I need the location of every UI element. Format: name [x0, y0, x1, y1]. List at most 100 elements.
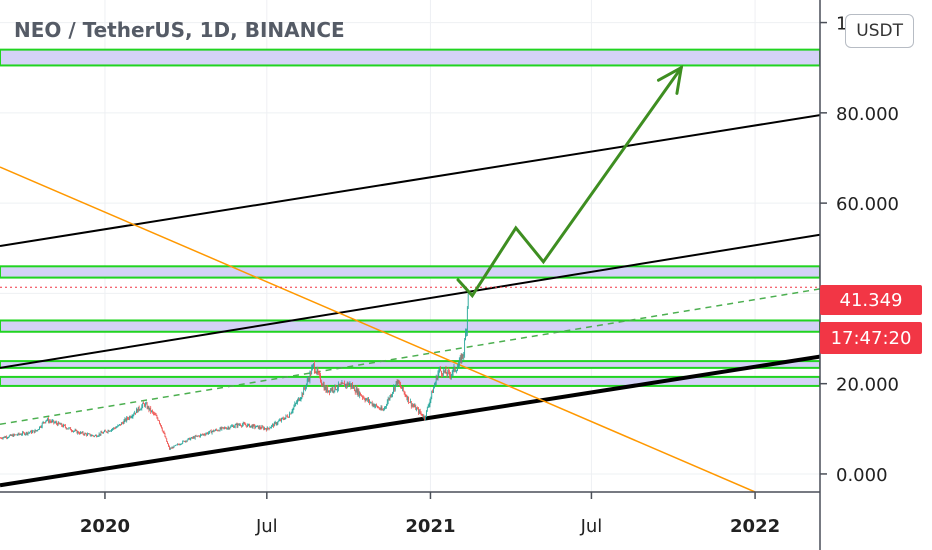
candle-body — [201, 434, 202, 436]
candle-body — [53, 420, 55, 423]
candle-body — [62, 425, 64, 427]
candle-body — [225, 428, 227, 430]
candle-body — [140, 408, 142, 410]
candle-body — [8, 435, 10, 438]
candle-body — [212, 430, 214, 432]
candle-body — [178, 444, 180, 446]
candle-body — [74, 430, 76, 431]
candle-body — [395, 381, 397, 385]
candle-body — [0, 437, 2, 439]
candle-body — [327, 387, 329, 393]
candle-body — [219, 427, 221, 432]
candle-body — [257, 425, 258, 427]
candle-body — [57, 422, 59, 426]
candle-body — [401, 387, 402, 389]
support-resistance-zone — [0, 360, 820, 369]
candle-body — [218, 430, 220, 432]
candle-body — [308, 379, 310, 381]
candle-body — [280, 419, 281, 421]
price-layer — [0, 291, 469, 451]
candle-body — [48, 418, 49, 423]
x-tick-label: Jul — [580, 516, 603, 537]
candle-body — [440, 368, 441, 372]
candle-body — [315, 372, 317, 374]
candle-body — [201, 434, 203, 436]
candle-body — [170, 448, 172, 449]
candle-body — [246, 425, 248, 427]
candle-body — [307, 379, 309, 381]
candle-body — [56, 423, 58, 426]
candle-body — [356, 388, 358, 395]
candle-body — [44, 422, 46, 424]
dashed-trendline — [0, 288, 820, 426]
candle-body — [247, 424, 248, 427]
candle-body — [410, 401, 412, 407]
currency-button[interactable]: USDT — [845, 14, 914, 48]
candle-body — [259, 426, 261, 429]
candle-body — [435, 376, 437, 383]
candle-body — [75, 430, 77, 431]
candle-body — [312, 365, 313, 369]
candle-body — [381, 407, 383, 410]
candle-body — [2, 437, 4, 439]
candle-body — [417, 408, 418, 410]
candle-body — [226, 428, 228, 430]
candle-body — [125, 418, 127, 421]
candle-body — [211, 431, 213, 434]
candle-body — [176, 444, 177, 446]
candle-body — [146, 403, 148, 409]
candle-body — [147, 406, 149, 409]
candle-body — [415, 405, 417, 410]
candle-body — [16, 434, 18, 436]
candle-body — [348, 383, 350, 386]
candle-body — [339, 384, 341, 386]
candle-body — [370, 402, 371, 404]
candle-body — [302, 393, 304, 395]
candle-body — [96, 435, 97, 437]
support-resistance-zone — [0, 265, 820, 279]
candle-body — [406, 396, 408, 400]
candle-body — [78, 431, 80, 434]
candle-body — [186, 440, 188, 442]
candle-body — [152, 410, 153, 412]
candle-body — [398, 380, 400, 384]
candle-body — [446, 373, 448, 376]
candle-body — [30, 430, 31, 433]
candle-body — [224, 427, 225, 429]
candle-body — [410, 401, 411, 403]
candle-body — [83, 434, 85, 435]
candle-body — [77, 431, 79, 434]
candle-body — [449, 371, 450, 375]
candle-body — [6, 436, 7, 438]
candle-body — [283, 419, 285, 420]
candle-body — [231, 425, 232, 427]
candle-body — [274, 422, 276, 424]
candle-body — [428, 404, 430, 407]
candle-body — [457, 367, 458, 371]
candle-body — [273, 424, 274, 427]
candle-body — [278, 420, 280, 422]
candle-body — [100, 432, 102, 435]
y-tick-label: 80.000 — [836, 104, 899, 125]
candle-body — [328, 390, 329, 393]
candle-body — [366, 398, 368, 400]
candle-body — [161, 425, 162, 429]
candle-body — [0, 437, 1, 439]
candle-body — [200, 434, 201, 437]
candle-body — [386, 405, 387, 407]
candle-body — [289, 413, 290, 418]
candle-body — [33, 430, 35, 433]
candle-body — [93, 435, 95, 437]
candle-body — [34, 430, 36, 433]
candle-body — [330, 389, 332, 391]
candle-body — [413, 405, 415, 407]
candle-body — [50, 421, 52, 423]
candle-body — [258, 426, 260, 429]
candle-body — [351, 384, 353, 387]
candle-body — [86, 433, 88, 436]
candle-body — [256, 425, 257, 428]
candle-body — [127, 417, 128, 419]
candle-body — [49, 420, 51, 422]
candle-body — [217, 430, 219, 432]
